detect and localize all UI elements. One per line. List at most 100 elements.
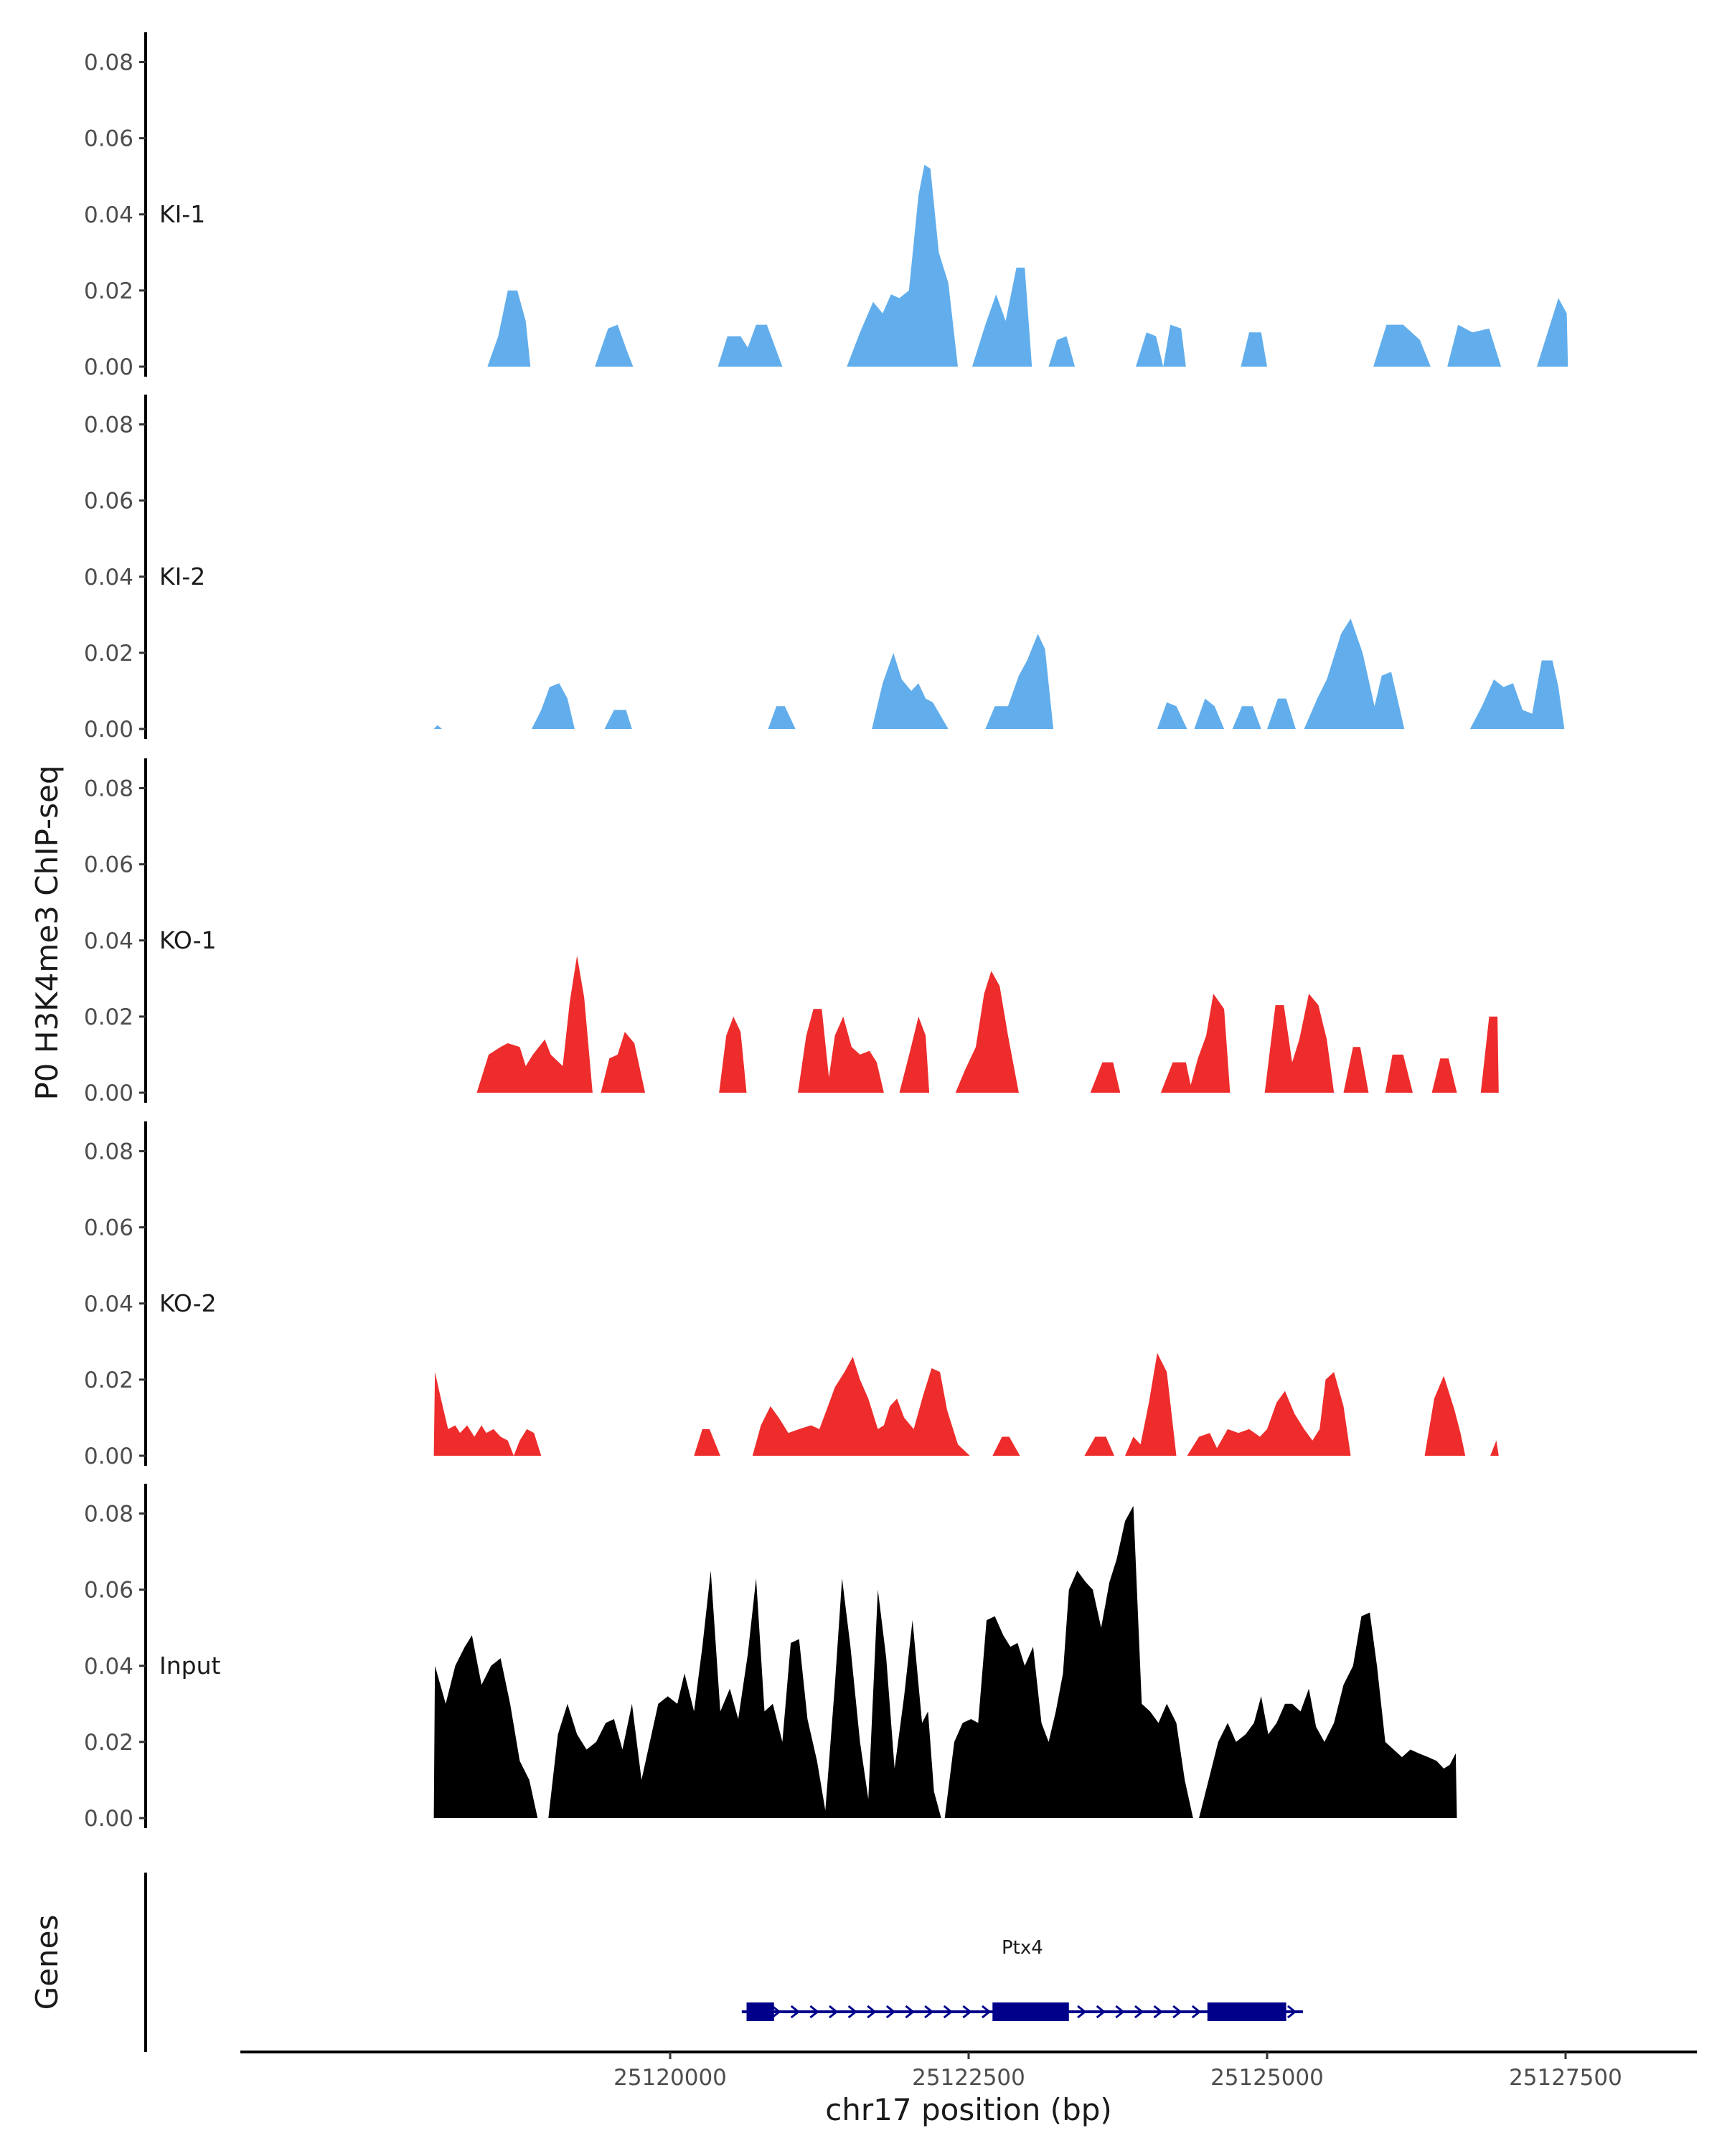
coverage-peak (847, 164, 958, 367)
coverage-peak (433, 725, 443, 729)
strand-arrow-icon (1077, 2005, 1087, 2019)
coverage-peak (1385, 1054, 1413, 1093)
strand-arrow-icon (1096, 2005, 1106, 2019)
coverage-peak (1187, 1372, 1351, 1456)
coverage-peak (601, 1032, 646, 1093)
coverage-peak (992, 1436, 1020, 1456)
coverage-peak (944, 1505, 1193, 1818)
y-tick-label: 0.00 (84, 1806, 133, 1832)
coverage-peak (1447, 324, 1502, 367)
y-tick-label: 0.06 (84, 126, 133, 152)
x-axis-ticks: 25120000 25122500 25125000 25127500 (613, 2052, 1622, 2091)
track-ki-1: 0.00 0.02 0.04 0.06 0.08 KI-1 (84, 32, 1568, 380)
y-tick-label: 0.06 (84, 489, 133, 514)
coverage-peak (1136, 324, 1186, 367)
gene-exon (992, 2002, 1069, 2021)
y-tick-label: 0.00 (84, 354, 133, 380)
y-tick-label: 0.08 (84, 1502, 133, 1527)
strand-arrow-icon (809, 2005, 819, 2019)
y-tick-label: 0.06 (84, 1578, 133, 1604)
y-tick-label: 0.06 (84, 1215, 133, 1241)
strand-arrow-icon (1286, 2005, 1297, 2019)
strand-arrow-icon (1153, 2005, 1163, 2019)
gene-exon (746, 2002, 774, 2021)
track-label-ki-2: KI-2 (159, 562, 205, 590)
coverage-peak (604, 710, 632, 729)
y-tick-label: 0.04 (84, 928, 133, 954)
track-input: 0.00 0.02 0.04 0.06 0.08 Input (84, 1484, 1457, 1832)
y-tick-label: 0.02 (84, 1367, 133, 1393)
coverage-peak (1125, 1352, 1177, 1456)
coverage-peak (1048, 336, 1076, 367)
coverage-peak (532, 683, 575, 729)
gene-track: Ptx4 (741, 1937, 1303, 2021)
y-tick-label: 0.00 (84, 1081, 133, 1106)
coverage-peak (719, 1016, 747, 1093)
y-tick-label: 0.00 (84, 717, 133, 743)
track-label-ko-1: KO-1 (159, 926, 217, 954)
strand-arrow-icon (962, 2005, 972, 2019)
coverage-peak (768, 706, 796, 729)
coverage-peak (1537, 298, 1568, 367)
coverage-peak (955, 971, 1019, 1093)
y-tick-label: 0.08 (84, 1139, 133, 1165)
strand-arrow-icon (847, 2005, 858, 2019)
coverage-peak (1241, 332, 1267, 367)
y-tick-label: 0.04 (84, 565, 133, 590)
coverage-peak (595, 324, 634, 367)
coverage-peak (1267, 698, 1296, 729)
coverage-peak (1480, 1016, 1499, 1093)
y-tick-label: 0.06 (84, 852, 133, 878)
coverage-peak (1157, 702, 1187, 729)
coverage-peak (1194, 698, 1225, 729)
x-tick-label: 25125000 (1210, 2065, 1324, 2091)
coverage-peak (1431, 1058, 1457, 1093)
coverage-peak (1490, 1440, 1499, 1456)
strand-arrow-icon (1115, 2005, 1125, 2019)
tracks-group: 0.00 0.02 0.04 0.06 0.08 KI-1 0.00 0.02 0.04 0.06… (84, 32, 1568, 1832)
coverage-peak (1424, 1375, 1466, 1456)
y-tick-label: 0.02 (84, 1004, 133, 1030)
coverage-peak (899, 1016, 930, 1093)
coverage-peak (1199, 1612, 1457, 1818)
coverage-peak (1304, 618, 1405, 729)
strand-arrow-icon (1191, 2005, 1202, 2019)
y-tick-label: 0.02 (84, 278, 133, 304)
y-tick-label: 0.02 (84, 1730, 133, 1756)
y-tick-label: 0.02 (84, 641, 133, 667)
coverage-peak (798, 1009, 884, 1093)
y-tick-label: 0.08 (84, 413, 133, 438)
coverage-peak (476, 956, 593, 1093)
track-ko-2: 0.00 0.02 0.04 0.06 0.08 KO-2 (84, 1121, 1499, 1469)
coverage-peak (1469, 660, 1565, 729)
coverage-peak (1264, 994, 1335, 1093)
strand-arrow-icon (790, 2005, 801, 2019)
y-axis-title: P0 H3K4me3 ChIP-seq (29, 765, 65, 1100)
x-tick-label: 25127500 (1509, 2065, 1622, 2091)
strand-arrow-icon (1134, 2005, 1144, 2019)
coverage-peak (1090, 1062, 1121, 1093)
y-tick-label: 0.08 (84, 776, 133, 802)
track-label-input: Input (159, 1652, 221, 1680)
gene-panel-title: Genes (29, 1915, 65, 2010)
strand-arrow-icon (771, 2005, 781, 2019)
gene-exon (1207, 2002, 1286, 2021)
track-label-ko-2: KO-2 (159, 1289, 217, 1317)
track-ko-1: 0.00 0.02 0.04 0.06 0.08 KO-1 (84, 758, 1499, 1106)
track-label-ki-1: KI-1 (159, 200, 205, 228)
gene-name-label: Ptx4 (1002, 1937, 1043, 1959)
y-tick-label: 0.08 (84, 50, 133, 76)
coverage-peak (694, 1428, 720, 1456)
strand-arrow-icon (1172, 2005, 1182, 2019)
strand-arrow-icon (905, 2005, 915, 2019)
coverage-peak (1232, 706, 1261, 729)
strand-arrow-icon (924, 2005, 934, 2019)
strand-arrow-icon (943, 2005, 954, 2019)
coverage-peak (1343, 1047, 1369, 1093)
coverage-peak (1084, 1436, 1114, 1456)
strand-arrow-icon (829, 2005, 839, 2019)
x-tick-label: 25120000 (613, 2065, 727, 2091)
y-tick-label: 0.04 (84, 1291, 133, 1317)
coverage-peak (872, 652, 949, 729)
